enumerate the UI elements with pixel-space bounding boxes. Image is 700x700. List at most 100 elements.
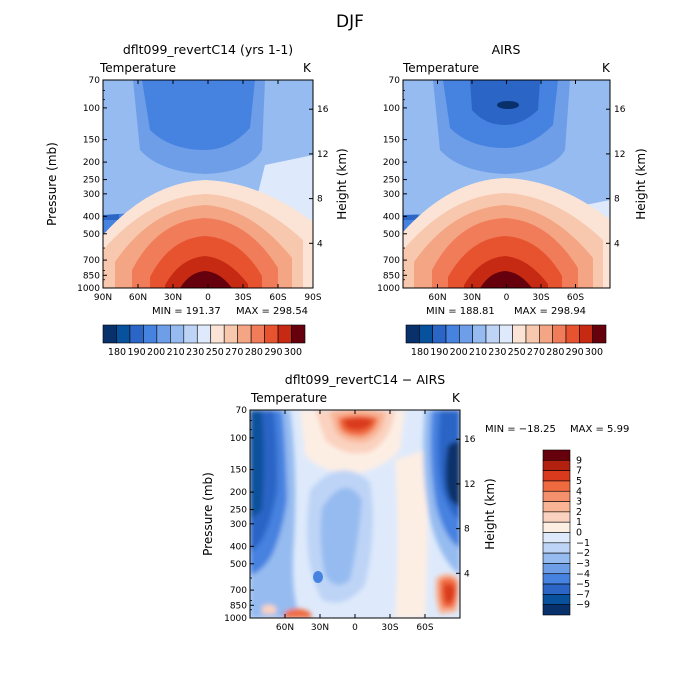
colorbar-swatch (196, 324, 212, 344)
x-tick-label: 60S (269, 293, 286, 303)
colorbar-label: −9 (576, 600, 590, 611)
y-tick-label: 300 (383, 190, 400, 200)
colorbar-swatch (539, 324, 553, 344)
colorbar-label: 250 (508, 347, 526, 358)
x-tick-label: 60S (416, 623, 433, 633)
x-tick-label: 60N (428, 293, 446, 303)
y-tick-label: 150 (83, 136, 100, 146)
panel-model-colorbar: 180 190 200 210 230 250 270 280 290 300 (102, 324, 306, 358)
colorbar-label: 230 (186, 347, 204, 358)
panel-model-subtitle-right: K (303, 61, 312, 75)
colorbar-swatch (525, 324, 540, 344)
colorbar-swatch (432, 324, 447, 344)
y-right-tick-label: 12 (317, 150, 328, 160)
x-tick-label: 30N (463, 293, 481, 303)
colorbar-swatch (472, 324, 487, 344)
colorbar-swatch (542, 501, 571, 513)
colorbar-swatch (542, 511, 571, 523)
x-tick-label: 0 (205, 293, 211, 303)
panel-model-min-label: MIN = 191.37 (152, 306, 221, 317)
panel-model-subtitle-left: Temperature (99, 61, 176, 75)
colorbar-swatch (542, 521, 571, 533)
y-right-axis-label: Height (km) (335, 148, 349, 219)
y-right-tick-label: 16 (317, 105, 329, 115)
panel-airs-colorbar: 180 190 200 210 230 250 270 280 290 300 (405, 324, 607, 358)
colorbar-swatch (102, 324, 117, 344)
y-right-tick-label: 8 (317, 195, 323, 205)
colorbar-label: −1 (576, 538, 590, 549)
x-tick-label: 30S (234, 293, 251, 303)
y-right-tick-label: 4 (614, 239, 620, 249)
colorbar-label: 190 (127, 347, 145, 358)
y-right-tick-label: 8 (464, 525, 470, 535)
panel-airs-title: AIRS (492, 42, 521, 57)
panel-diff-title: dflt099_revertC14 − AIRS (285, 372, 445, 387)
y-right-axis-label: Height (km) (634, 148, 648, 219)
colorbar-swatch (542, 542, 571, 554)
y-tick-label: 500 (383, 230, 400, 240)
y-tick-label: 150 (230, 466, 247, 476)
y-tick-label: 70 (236, 406, 248, 416)
colorbar-swatch (542, 532, 571, 544)
y-right-tick-label: 12 (614, 150, 625, 160)
panel-airs-axes: 70 100 150 200 250 300 400 500 700 850 1000 4 8 12 16 6… (377, 76, 648, 303)
panel-diff-max-label: MAX = 5.99 (570, 424, 629, 435)
panel-diff-field (250, 410, 460, 618)
colorbar-swatch (542, 604, 571, 616)
y-tick-label: 1000 (377, 284, 400, 294)
colorbar-swatch (579, 324, 593, 344)
y-tick-label: 400 (230, 542, 247, 552)
colorbar-swatch (143, 324, 158, 344)
colorbar-label: −4 (576, 569, 590, 580)
panel-diff-subtitle-right: K (452, 391, 461, 405)
y-tick-label: 1000 (77, 284, 100, 294)
colorbar-swatch (542, 552, 571, 564)
y-right-tick-label: 16 (614, 105, 626, 115)
y-axis-label: Pressure (mb) (45, 142, 59, 226)
colorbar-label: −7 (576, 589, 590, 600)
colorbar-label: 4 (576, 486, 582, 497)
y-tick-label: 400 (83, 212, 100, 222)
panel-airs: AIRS Temperature K 70 100 150 200 250 300 400 5… (377, 42, 648, 358)
colorbar-swatch (250, 324, 265, 344)
colorbar-swatch (542, 490, 571, 502)
y-tick-label: 700 (383, 256, 400, 266)
y-tick-label: 100 (230, 434, 247, 444)
colorbar-swatch (170, 324, 185, 344)
y-right-tick-label: 4 (317, 239, 323, 249)
panel-diff-axes: 70 100 150 200 250 300 400 500 700 850 1000 4 8 12 16 6… (201, 406, 497, 633)
y-right-tick-label: 12 (464, 480, 475, 490)
y-tick-label: 200 (83, 158, 100, 168)
panel-airs-subtitle-left: Temperature (402, 61, 479, 75)
colorbar-swatch (459, 324, 473, 344)
colorbar-swatch (542, 480, 571, 492)
y-axis-label: Pressure (mb) (201, 472, 215, 556)
colorbar-label: 180 (411, 347, 429, 358)
y-tick-label: 70 (389, 76, 401, 86)
colorbar-swatch (237, 324, 252, 344)
y-tick-label: 250 (83, 176, 100, 186)
colorbar-label: 190 (430, 347, 448, 358)
y-tick-label: 500 (83, 230, 100, 240)
y-tick-label: 500 (230, 560, 247, 570)
colorbar-label: 300 (585, 347, 603, 358)
x-tick-label: 60S (567, 293, 584, 303)
panel-model-title: dflt099_revertC14 (yrs 1-1) (123, 42, 293, 57)
y-tick-label: 200 (383, 158, 400, 168)
colorbar-label: 210 (469, 347, 487, 358)
y-tick-label: 700 (230, 586, 247, 596)
colorbar-swatch (542, 583, 571, 595)
colorbar-swatch (542, 573, 571, 585)
y-tick-label: 100 (383, 104, 400, 114)
y-tick-label: 850 (230, 601, 247, 611)
y-tick-label: 850 (83, 271, 100, 281)
panel-diff-subtitle-left: Temperature (250, 391, 327, 405)
x-tick-label: 60N (129, 293, 147, 303)
y-tick-label: 850 (383, 271, 400, 281)
y-right-tick-label: 4 (464, 569, 470, 579)
x-tick-label: 90S (304, 293, 321, 303)
y-tick-label: 150 (383, 136, 400, 146)
x-tick-label: 30S (381, 623, 398, 633)
colorbar-swatch (183, 324, 198, 344)
